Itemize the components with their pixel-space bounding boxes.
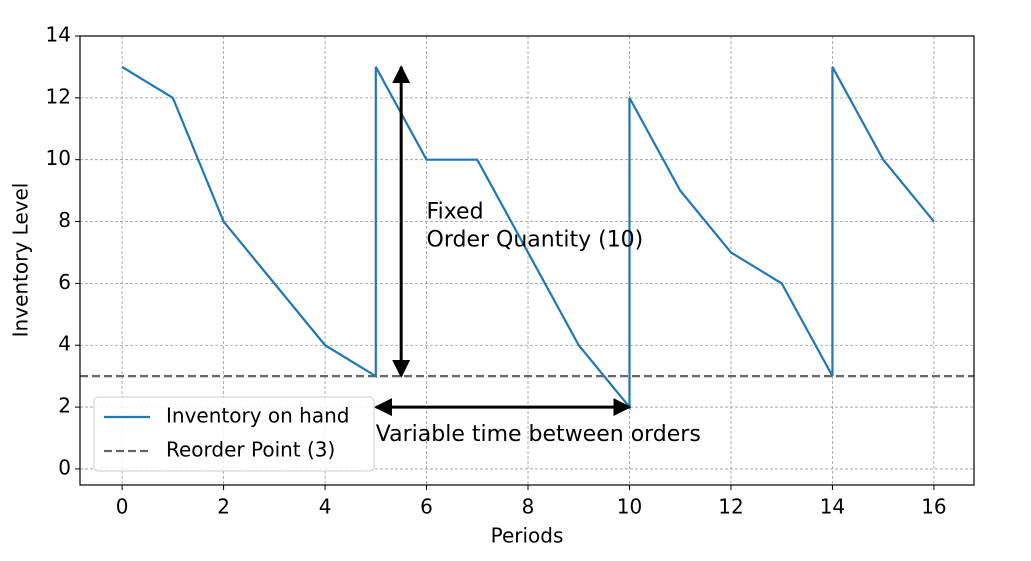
legend-label: Inventory on hand — [166, 404, 349, 428]
y-tick-label: 0 — [58, 455, 71, 479]
inventory-line — [121, 65, 935, 411]
x-tick-label: 12 — [718, 495, 743, 519]
legend: Inventory on hand Reorder Point (3) — [93, 396, 375, 472]
annotation-text: Fixed — [427, 199, 484, 224]
y-tick-label: 2 — [58, 394, 71, 418]
y-axis-label: Inventory Level — [9, 183, 33, 338]
x-tick-label: 16 — [921, 495, 946, 519]
y-tick-label: 6 — [58, 270, 71, 294]
x-tick-label: 0 — [116, 495, 129, 519]
y-tick-label: 8 — [58, 208, 71, 232]
axes-frame — [79, 35, 975, 486]
x-axis-label: Periods — [491, 524, 564, 548]
annotation-text: Variable time between orders — [376, 422, 701, 447]
x-tick-label: 4 — [319, 495, 332, 519]
legend-box — [93, 396, 375, 472]
x-tick-label: 14 — [820, 495, 845, 519]
legend-label: Reorder Point (3) — [166, 438, 335, 462]
x-tick-label: 10 — [617, 495, 642, 519]
x-tick-label: 2 — [217, 495, 230, 519]
y-tick-label: 10 — [46, 146, 71, 170]
x-tick-label: 8 — [522, 495, 535, 519]
x-tick-label: 6 — [420, 495, 433, 519]
y-tick-label: 12 — [46, 84, 71, 108]
annotation-text: Order Quantity (10) — [427, 227, 644, 252]
y-tick-label: 4 — [58, 332, 71, 356]
y-tick-label: 14 — [46, 23, 71, 47]
